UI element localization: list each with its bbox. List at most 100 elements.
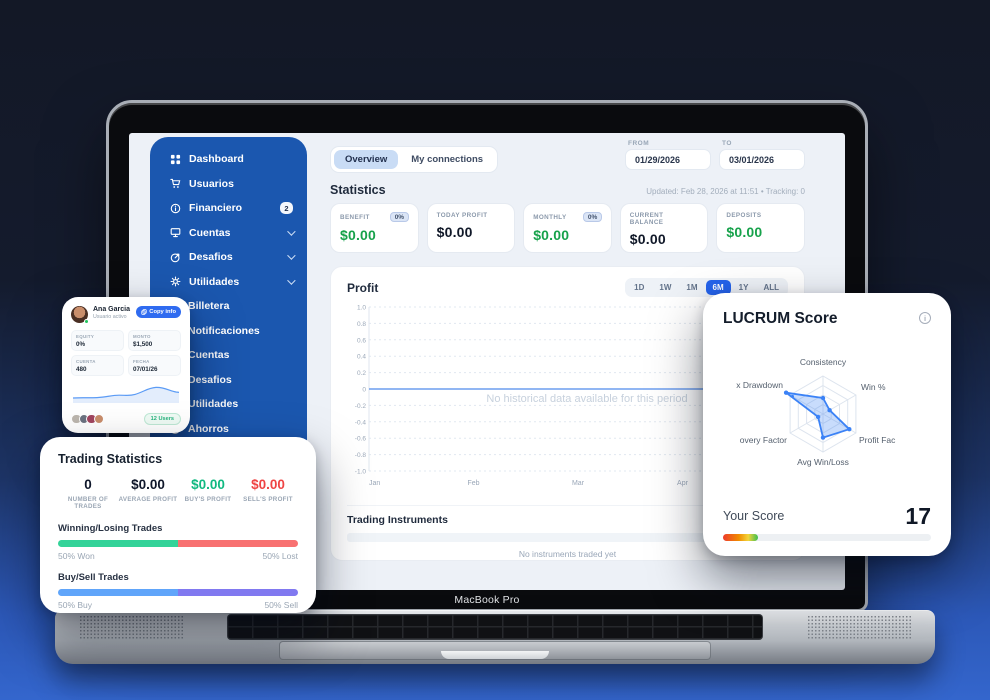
sidebar-item-label: Utilidades <box>189 275 240 288</box>
stat-value: $0.00 <box>533 227 570 243</box>
svg-text:0.4: 0.4 <box>357 354 366 361</box>
online-status-dot <box>84 319 89 324</box>
copy-icon <box>141 309 147 315</box>
stat-label: CURRENT BALANCE <box>629 212 664 226</box>
svg-text:1.0: 1.0 <box>357 305 366 312</box>
user-status: Usuario activo <box>93 314 127 320</box>
sidebar-item-label: Cuentas <box>188 349 230 362</box>
sidebar-item-label: Usuarios <box>189 177 234 190</box>
sidebar-item-label: Desafios <box>189 251 233 264</box>
info-icon[interactable]: i <box>919 312 931 324</box>
stat-card-today-profit: TODAY PROFIT $0.00 <box>426 203 516 253</box>
svg-text:Jan: Jan <box>369 480 380 487</box>
buy-sell-section: Buy/Sell Trades 50% Buy 50% Sell <box>58 572 298 610</box>
grid-icon <box>170 154 181 164</box>
date-from-group: FROM 01/29/2026 <box>625 140 711 170</box>
sidebar-item-label: Notificaciones <box>188 324 260 337</box>
svg-text:0: 0 <box>362 387 366 394</box>
stat-value: $0.00 <box>340 227 377 243</box>
range-1m[interactable]: 1M <box>686 283 698 292</box>
radar-axis-consistency: Consistency <box>800 357 847 367</box>
sidebar-item-cuentas[interactable]: Cuentas <box>150 221 307 246</box>
sidebar-item-utilidades[interactable]: Utilidades <box>150 270 307 295</box>
user-name: Ana Garcia <box>93 306 130 313</box>
lucrum-radar-chart: Consistency Win % Profit Fac Avg Win/Los… <box>736 357 896 467</box>
sell-label: 50% Sell <box>264 600 298 610</box>
tab-overview[interactable]: Overview <box>334 150 399 169</box>
sell-segment <box>178 589 298 596</box>
sidebar-item-desafios[interactable]: Desafios <box>150 245 307 270</box>
chevron-down-icon <box>287 251 296 261</box>
macbook-pro-label: MacBook Pro <box>454 594 520 606</box>
copy-info-button[interactable]: Copy info <box>135 306 181 318</box>
field-cuenta: CUENTA 480 <box>71 355 124 376</box>
stat-average-profit: $0.00 AVERAGE PROFIT <box>118 477 178 503</box>
svg-text:-0.2: -0.2 <box>355 403 367 410</box>
stat-card-current-balance: CURRENT BALANCE $0.00 <box>619 203 709 253</box>
info-circle-icon <box>170 203 181 214</box>
lost-label: 50% Lost <box>262 551 298 561</box>
stat-value: $0.00 <box>726 224 763 240</box>
sidebar-item-label: Financiero <box>189 202 243 215</box>
sidebar-item-label: Ahorros <box>188 422 229 435</box>
date-from-input[interactable]: 01/29/2026 <box>625 149 711 170</box>
speaker-grille-left <box>79 615 183 639</box>
radar-axis-win-pct: Win % <box>861 382 886 392</box>
keyboard <box>227 614 763 640</box>
tab-my-connections[interactable]: My connections <box>411 154 484 165</box>
trackpad <box>280 642 710 659</box>
gear-icon <box>170 276 181 287</box>
score-progress-bar <box>723 534 931 541</box>
percent-badge: 0% <box>583 212 602 222</box>
sidebar-item-label: Billetera <box>188 300 230 313</box>
range-1y[interactable]: 1Y <box>738 283 749 292</box>
sidebar-item-dashboard[interactable]: Dashboard <box>150 147 307 172</box>
field-monto: MONTO $1,500 <box>128 330 181 351</box>
svg-text:Apr: Apr <box>677 480 689 487</box>
stat-label: DEPOSITS <box>726 212 762 219</box>
instruments-empty-text: No instruments traded yet <box>518 549 617 559</box>
won-label: 50% Won <box>58 551 95 561</box>
sidebar-item-label: Cuentas <box>189 226 231 239</box>
stat-label: MONTHLY <box>533 213 567 221</box>
avatar <box>71 306 89 324</box>
sidebar-item-financiero[interactable]: Financiero 2 <box>150 196 307 221</box>
member-avatar <box>93 413 104 425</box>
date-to-input[interactable]: 03/01/2026 <box>719 149 805 170</box>
laptop-base <box>55 610 935 664</box>
lid-notch <box>441 651 549 659</box>
range-1w[interactable]: 1W <box>659 283 672 292</box>
svg-text:-0.4: -0.4 <box>355 419 367 426</box>
lucrum-score-title: LUCRUM Score <box>723 310 838 327</box>
stat-card-deposits: DEPOSITS $0.00 <box>716 203 805 253</box>
date-from-label: FROM <box>628 140 650 147</box>
buy-segment <box>58 589 178 596</box>
score-value: 17 <box>905 503 931 529</box>
speaker-grille-right <box>807 615 911 639</box>
stat-buys-profit: $0.00 BUY'S PROFIT <box>184 477 232 503</box>
statistics-heading: Statistics <box>330 183 386 197</box>
notification-badge: 2 <box>279 202 293 215</box>
sidebar-item-usuarios[interactable]: Usuarios <box>150 172 307 197</box>
sidebar-item-label: Utilidades <box>188 398 239 411</box>
percent-badge: 0% <box>390 212 409 222</box>
stat-label: TODAY PROFIT <box>436 212 488 219</box>
chevron-down-icon <box>287 276 296 285</box>
lost-segment <box>178 540 298 547</box>
svg-text:-0.6: -0.6 <box>355 436 367 443</box>
winning-losing-bar <box>58 540 298 547</box>
sidebar-item-label: Desafios <box>188 373 232 386</box>
cart-icon <box>170 179 181 189</box>
range-all[interactable]: ALL <box>763 283 779 292</box>
stat-card-monthly: MONTHLY 0% $0.00 <box>523 203 612 253</box>
winning-losing-section: Winning/Losing Trades 50% Won 50% Lost <box>58 523 298 561</box>
range-6m[interactable]: 6M <box>705 280 731 295</box>
field-fecha: FECHA 07/01/26 <box>128 355 181 376</box>
date-to-label: TO <box>722 140 732 147</box>
trading-instruments-section: Trading Instruments No instruments trade… <box>347 505 788 559</box>
chevron-down-icon <box>287 227 296 236</box>
your-score-label: Your Score <box>723 509 785 523</box>
lucrum-score-card: LUCRUM Score i Consistency W <box>703 293 951 556</box>
range-1d[interactable]: 1D <box>634 283 645 292</box>
range-selector: 1D 1W 1M 6M 1Y ALL <box>625 278 788 297</box>
